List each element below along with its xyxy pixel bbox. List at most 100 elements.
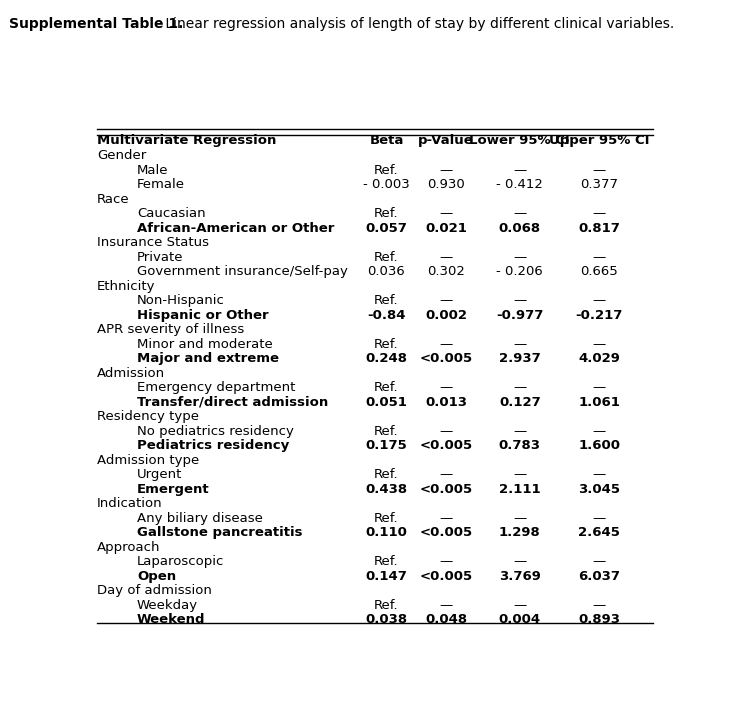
Text: 3.045: 3.045: [578, 483, 620, 496]
Text: —: —: [593, 251, 606, 264]
Text: <0.005: <0.005: [419, 353, 473, 366]
Text: 0.248: 0.248: [365, 353, 408, 366]
Text: —: —: [439, 512, 452, 525]
Text: —: —: [593, 512, 606, 525]
Text: 0.013: 0.013: [425, 396, 467, 409]
Text: 1.061: 1.061: [578, 396, 620, 409]
Text: 0.665: 0.665: [580, 266, 618, 279]
Text: —: —: [439, 208, 452, 221]
Text: 0.175: 0.175: [365, 439, 408, 452]
Text: —: —: [513, 555, 526, 568]
Text: 0.893: 0.893: [578, 613, 620, 626]
Text: —: —: [513, 468, 526, 481]
Text: Hispanic or Other: Hispanic or Other: [137, 309, 269, 322]
Text: -0.977: -0.977: [496, 309, 543, 322]
Text: 0.057: 0.057: [365, 222, 408, 235]
Text: Ref.: Ref.: [374, 338, 399, 351]
Text: Admission type: Admission type: [97, 454, 199, 467]
Text: 2.111: 2.111: [499, 483, 541, 496]
Text: - 0.206: - 0.206: [496, 266, 543, 279]
Text: Admission: Admission: [97, 367, 165, 380]
Text: 0.038: 0.038: [365, 613, 408, 626]
Text: -0.217: -0.217: [575, 309, 623, 322]
Text: —: —: [593, 382, 606, 395]
Text: Day of admission: Day of admission: [97, 584, 212, 597]
Text: —: —: [513, 512, 526, 525]
Text: —: —: [513, 425, 526, 438]
Text: 4.029: 4.029: [578, 353, 620, 366]
Text: Transfer/direct admission: Transfer/direct admission: [137, 396, 328, 409]
Text: Indication: Indication: [97, 497, 163, 510]
Text: 2.937: 2.937: [499, 353, 541, 366]
Text: —: —: [513, 338, 526, 351]
Text: Beta: Beta: [370, 134, 403, 147]
Text: —: —: [513, 251, 526, 264]
Text: —: —: [513, 208, 526, 221]
Text: <0.005: <0.005: [419, 570, 473, 583]
Text: Private: Private: [137, 251, 184, 264]
Text: 0.147: 0.147: [365, 570, 408, 583]
Text: Non-Hispanic: Non-Hispanic: [137, 295, 225, 308]
Text: —: —: [513, 295, 526, 308]
Text: 0.036: 0.036: [367, 266, 406, 279]
Text: —: —: [439, 295, 452, 308]
Text: —: —: [439, 599, 452, 612]
Text: Ref.: Ref.: [374, 208, 399, 221]
Text: APR severity of illness: APR severity of illness: [97, 324, 244, 337]
Text: 0.021: 0.021: [425, 222, 467, 235]
Text: Male: Male: [137, 164, 168, 177]
Text: Insurance Status: Insurance Status: [97, 237, 209, 250]
Text: 2.645: 2.645: [578, 526, 620, 539]
Text: —: —: [513, 382, 526, 395]
Text: Ethnicity: Ethnicity: [97, 280, 156, 293]
Text: Ref.: Ref.: [374, 425, 399, 438]
Text: No pediatrics residency: No pediatrics residency: [137, 425, 294, 438]
Text: 0.302: 0.302: [427, 266, 465, 279]
Text: 0.051: 0.051: [365, 396, 408, 409]
Text: 3.769: 3.769: [499, 570, 541, 583]
Text: Female: Female: [137, 179, 185, 191]
Text: 0.048: 0.048: [425, 613, 467, 626]
Text: Race: Race: [97, 193, 130, 206]
Text: 0.817: 0.817: [578, 222, 620, 235]
Text: 1.298: 1.298: [499, 526, 541, 539]
Text: Laparoscopic: Laparoscopic: [137, 555, 224, 568]
Text: Lower 95% CI: Lower 95% CI: [469, 134, 570, 147]
Text: African-American or Other: African-American or Other: [137, 222, 335, 235]
Text: Open: Open: [137, 570, 176, 583]
Text: Emergency department: Emergency department: [137, 382, 295, 395]
Text: —: —: [513, 599, 526, 612]
Text: Ref.: Ref.: [374, 295, 399, 308]
Text: Weekend: Weekend: [137, 613, 206, 626]
Text: 0.930: 0.930: [427, 179, 465, 191]
Text: Pediatrics residency: Pediatrics residency: [137, 439, 289, 452]
Text: —: —: [439, 251, 452, 264]
Text: Weekday: Weekday: [137, 599, 198, 612]
Text: Approach: Approach: [97, 541, 160, 554]
Text: —: —: [439, 338, 452, 351]
Text: Residency type: Residency type: [97, 411, 199, 424]
Text: <0.005: <0.005: [419, 439, 473, 452]
Text: —: —: [513, 164, 526, 177]
Text: Upper 95% CI: Upper 95% CI: [549, 134, 649, 147]
Text: Ref.: Ref.: [374, 251, 399, 264]
Text: Gender: Gender: [97, 149, 146, 162]
Text: 1.600: 1.600: [578, 439, 620, 452]
Text: 0.377: 0.377: [580, 179, 619, 191]
Text: —: —: [593, 208, 606, 221]
Text: Minor and moderate: Minor and moderate: [137, 338, 272, 351]
Text: —: —: [439, 382, 452, 395]
Text: —: —: [439, 468, 452, 481]
Text: Gallstone pancreatitis: Gallstone pancreatitis: [137, 526, 302, 539]
Text: - 0.412: - 0.412: [496, 179, 543, 191]
Text: Ref.: Ref.: [374, 599, 399, 612]
Text: <0.005: <0.005: [419, 526, 473, 539]
Text: Emergent: Emergent: [137, 483, 209, 496]
Text: —: —: [593, 295, 606, 308]
Text: Caucasian: Caucasian: [137, 208, 206, 221]
Text: 6.037: 6.037: [578, 570, 620, 583]
Text: —: —: [593, 599, 606, 612]
Text: —: —: [593, 468, 606, 481]
Text: 0.783: 0.783: [498, 439, 541, 452]
Text: 0.068: 0.068: [498, 222, 541, 235]
